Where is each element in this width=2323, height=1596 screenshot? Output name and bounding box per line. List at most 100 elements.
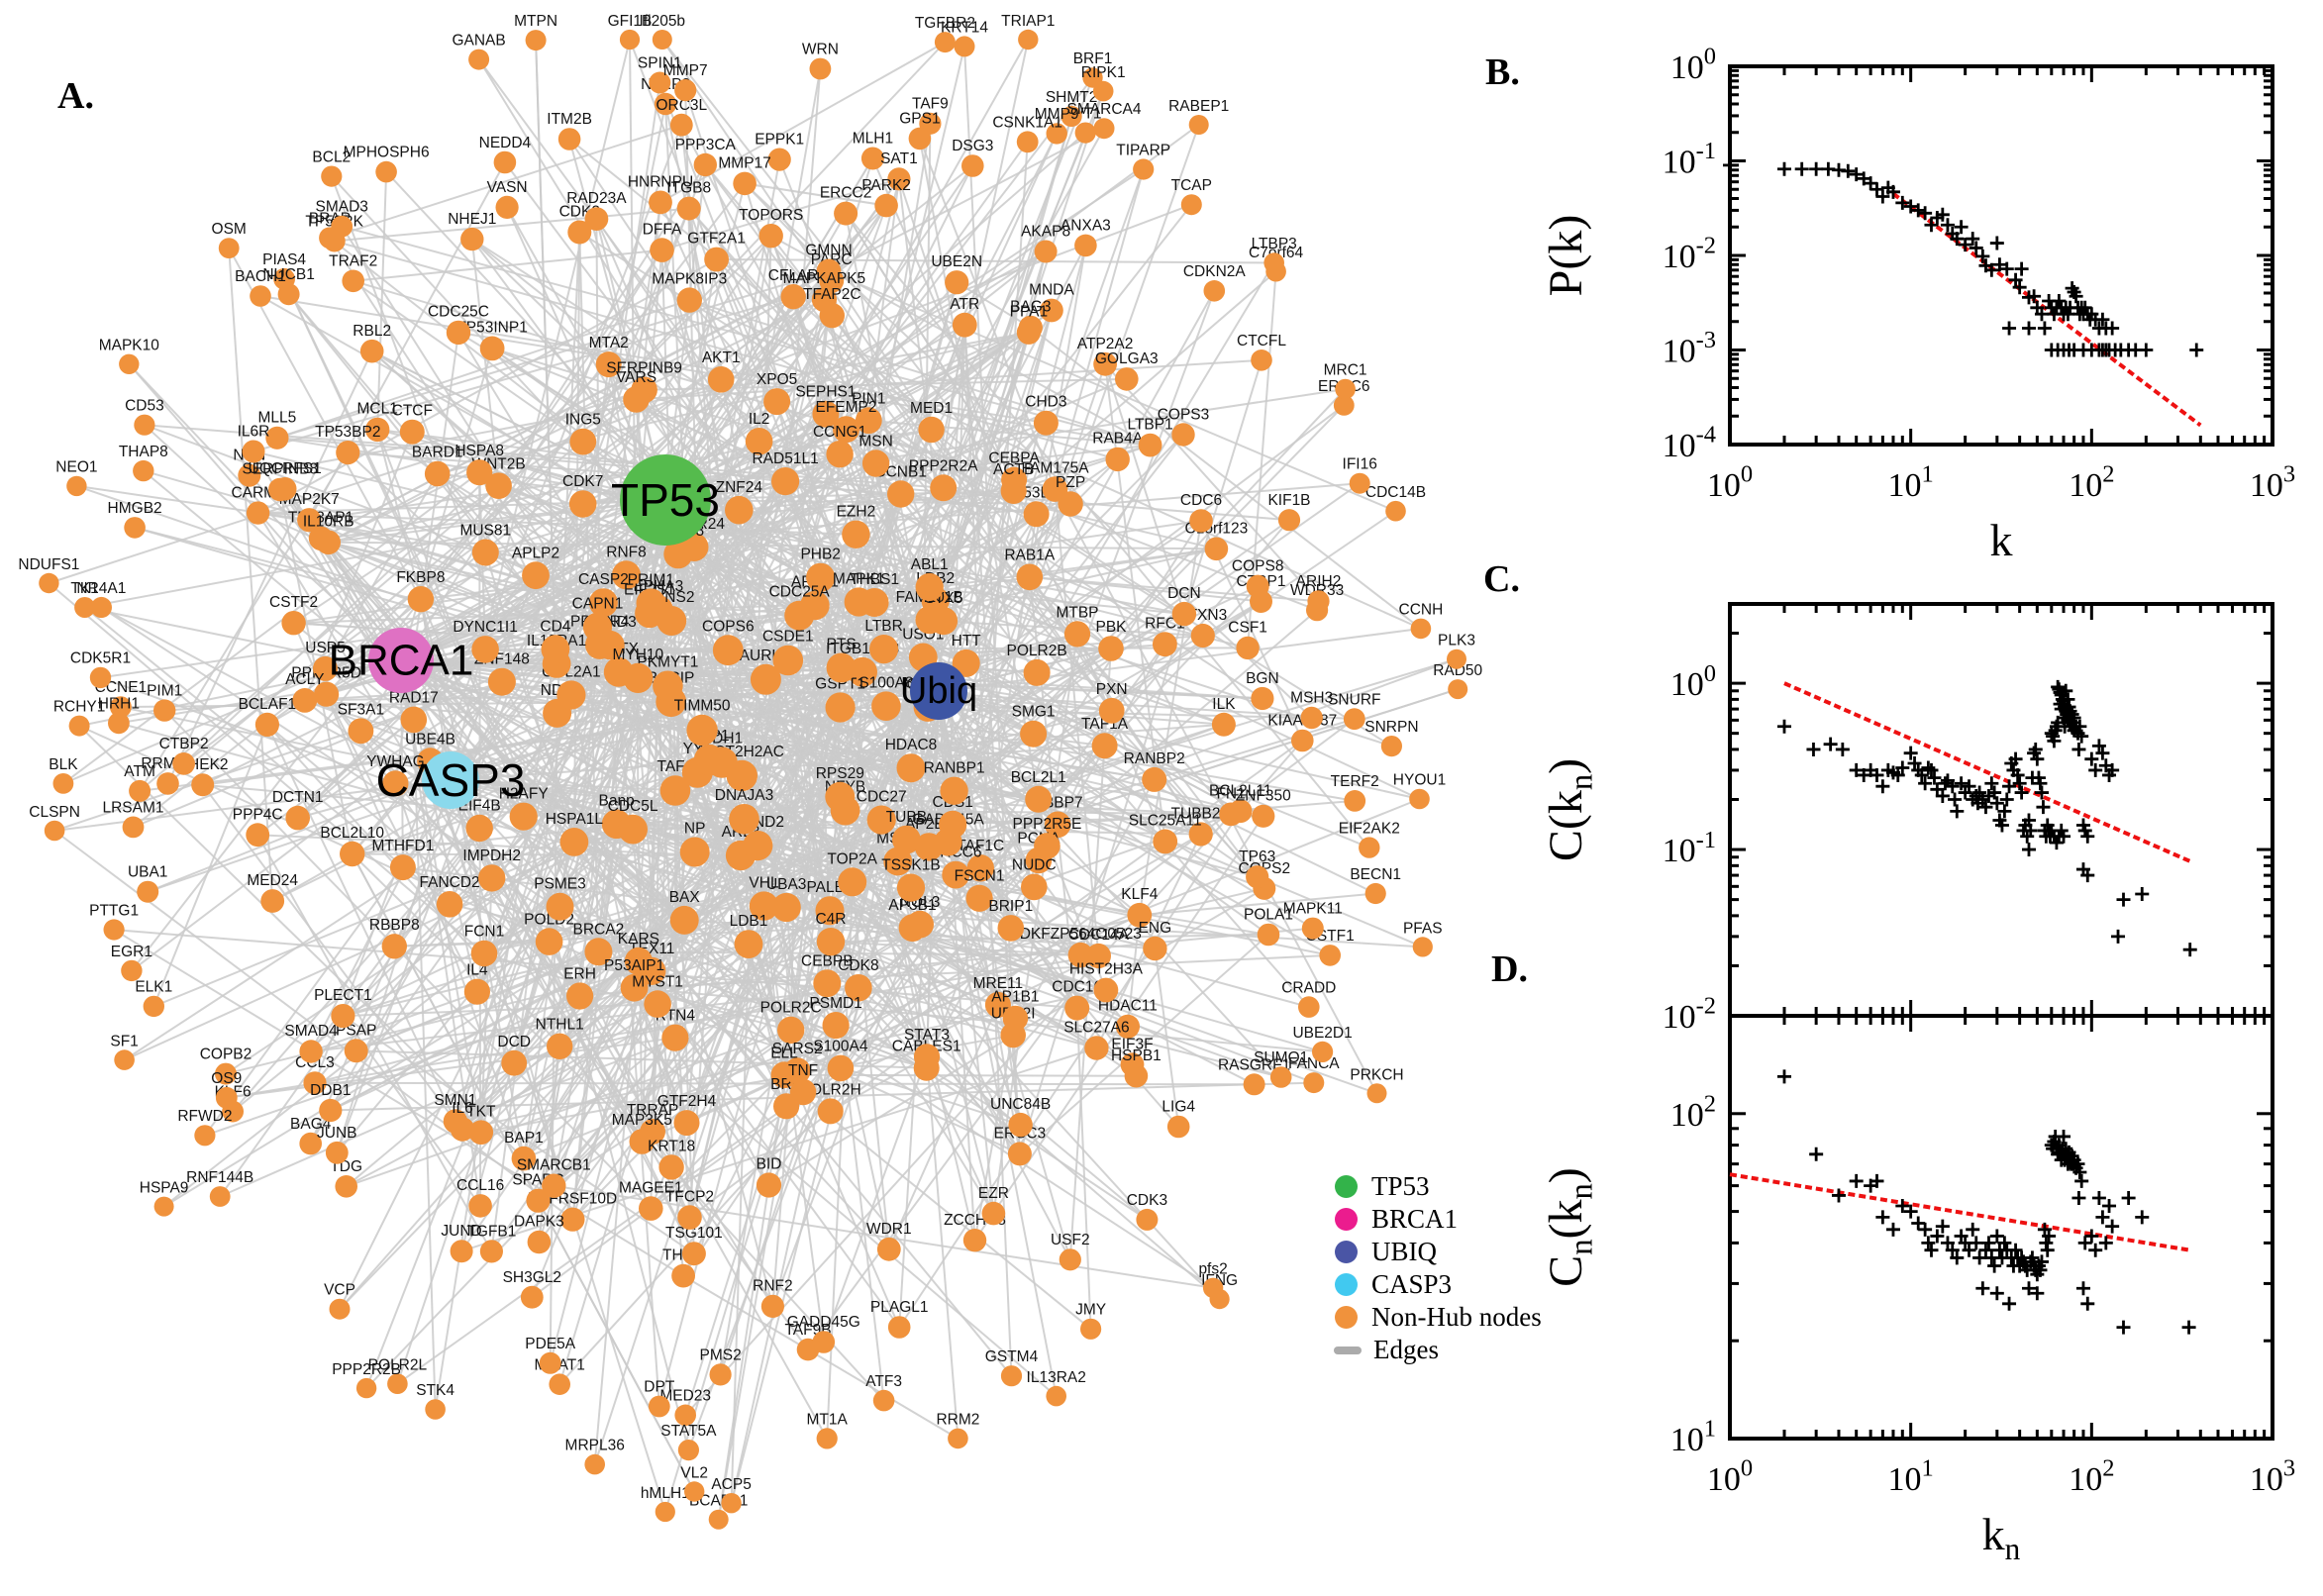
data-point-marker [1984,776,1999,791]
network-node-label: AKT1 [702,349,741,366]
network-node-label: ZNF350 [1236,788,1291,805]
network-node: PPA1 [1010,304,1048,345]
network-node: GTF2H4 [657,1093,717,1137]
network-node-label: SAT1 [880,150,918,167]
network-node-label: UBE2N [931,253,982,270]
network-node: RPS29 [816,765,864,812]
network-node: PKMYT1 [637,653,698,702]
network-nodes: C1orf123HDAC11MLL5PARCMT1ASEPHS1TEX11RNF… [18,13,1483,1530]
network-node-label: TNF [788,1062,818,1079]
network-node-label: RAD50 [1433,662,1482,679]
tick-label: 101 [1670,1416,1716,1458]
network-node-label: JUNB [317,1125,356,1142]
data-point-marker [2027,289,2042,304]
network-node: HSPB1 [1111,1047,1162,1088]
hub-node-ubiq: Ubiq [900,662,977,720]
network-node-label: RANBP2 [1124,750,1185,767]
network-node: PBK [1095,619,1127,661]
axis-title: kn [1982,1509,2021,1566]
tick-label: 10-2 [1663,233,1716,275]
data-point-marker [1841,163,1856,178]
data-point-marker [1921,1236,1936,1250]
network-node: NEDD4 [479,135,532,174]
network-node-label: HSPA1L [546,811,604,828]
network-node-label: CDC6 [1180,492,1222,509]
network-node: AKAP8 [1021,223,1070,263]
legend-label: Non-Hub nodes [1371,1302,1542,1332]
network-node-label: JMY [1075,1302,1106,1319]
network-node-label: RNF8 [606,544,646,560]
network-node: MTBP [1056,604,1099,648]
network-node-label: IL6 [452,1100,473,1117]
data-point-marker [2135,886,2150,901]
network-node: CSTF2 [269,594,318,636]
data-point-marker [2008,751,2023,766]
legend-dot-icon [1335,1208,1358,1231]
network-node-label: CTCF [392,403,433,420]
network-node-label: ELK1 [135,979,172,996]
network-node-label: PIM1 [147,682,182,699]
network-node: KARS [618,931,659,976]
network-node: TSG101 [665,1225,723,1266]
data-point-marker [1864,176,1878,191]
network-node-label: LTBP3 [1252,236,1297,252]
network-node-label: H2AFY [499,786,549,803]
network-node: CTBP2 [159,736,209,775]
network-node: DCN [1167,585,1201,627]
network-node-label: GTF2H4 [657,1093,717,1110]
data-point-marker [1794,161,1809,176]
network-node-label: GOLGA3 [1095,350,1159,367]
network-node: DFFA [643,221,682,262]
network-node: TUBB2A [1171,806,1232,847]
network-node-label: ATR [950,296,979,313]
network-node-label: AP1B1 [991,989,1039,1006]
network-node-label: PMS2 [699,1347,741,1363]
network-node-label: TOP2A [827,850,877,867]
network-node: PRKCH [1350,1066,1404,1104]
hub-node-casp3: CASP3 [376,751,525,809]
network-node: TRAF2 [329,253,377,293]
network-node: STK4 [416,1382,454,1420]
network-node: RNF144B [186,1169,253,1207]
hub-node-brca1: BRCA1 [329,628,473,693]
axis-title: k [1990,515,2013,565]
network-node: ELK1 [135,979,172,1018]
network-node-label: NHEJ1 [448,211,496,228]
legend-dot-icon [1335,1175,1358,1198]
network-node-label: BECN1 [1350,866,1401,883]
network-node: NR4A1 [76,580,126,619]
network-node-label: LIG4 [1162,1099,1195,1116]
data-point-marker [1997,804,2012,819]
legend-label: TP53 [1371,1171,1430,1201]
network-node: SLC27A6 [1063,1019,1130,1060]
network-node-label: PPP2R5E [1013,816,1082,833]
data-point-marker [1875,1210,1890,1225]
network-node: TERF2 [1331,773,1379,812]
network-node: XPO5 [757,371,797,416]
data-point-marker [1945,1243,1960,1257]
network-node-label: SEPHS1 [795,384,856,401]
network-node: RBBP8 [369,917,420,959]
network-node: CDC14B [1365,484,1426,522]
network-node: SMARCA4 [1067,101,1142,140]
network-node: AP3B1 [888,897,937,943]
data-point-marker [2061,307,2075,322]
data-point-marker [2182,943,2197,957]
network-node: UNC84B [990,1096,1051,1138]
network-node: EZR [978,1185,1009,1226]
tick-label: 10-1 [1663,138,1716,180]
network-node: MAPK8IP3 [652,270,727,313]
network-node: EFEMP2 [815,399,877,444]
tick-label: 100 [1670,44,1716,86]
data-point-marker [2105,1219,2120,1234]
data-point-marker [2039,1236,2054,1250]
network-node: RAD50 [1433,662,1483,700]
network-node-label: P53AIP1 [604,957,664,974]
network-node: ENG [1139,920,1171,961]
network-node: LTBR [864,618,903,664]
network-node-label: MTPN [514,13,557,30]
network-node: TRRAP [627,1102,678,1145]
data-point-marker [2072,719,2087,734]
network-node: GSTM4 [985,1348,1039,1387]
network-node-label: DCD [497,1034,531,1050]
